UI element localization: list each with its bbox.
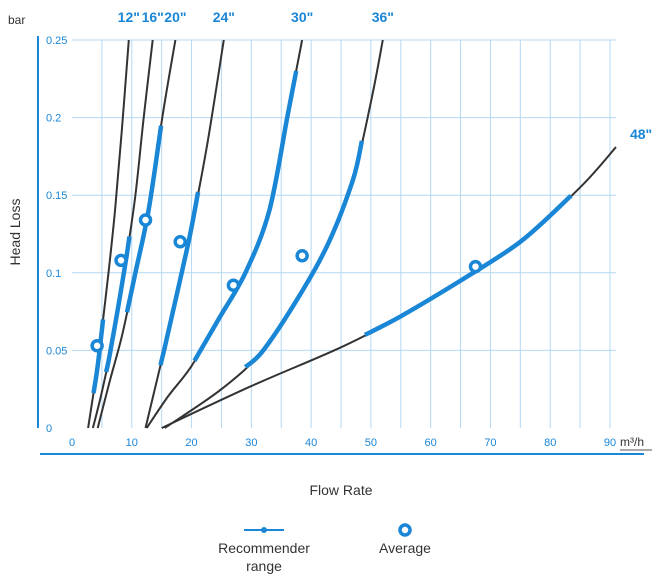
series-label-3: 24" xyxy=(213,9,235,25)
curve-5 xyxy=(164,39,384,429)
recommended-ranges xyxy=(91,70,573,394)
series-label-6: 48" xyxy=(630,126,652,142)
y-tick-label: 0.15 xyxy=(46,190,67,202)
series-label-5: 36" xyxy=(372,9,394,25)
legend-range-dot xyxy=(261,527,267,533)
series-label-4: 30" xyxy=(291,9,313,25)
x-tick-label: 10 xyxy=(126,437,138,449)
recommended-range-4 xyxy=(192,70,299,362)
x-tick-label: 30 xyxy=(245,437,257,449)
curve-3 xyxy=(144,39,225,429)
legend-range-label: Recommender range xyxy=(218,540,310,574)
labels: 12" 16" 20" 24" 30" 36" 48" xyxy=(118,9,652,142)
x-axis-title: Flow Rate xyxy=(309,482,372,498)
legend-range-word: Recommender xyxy=(218,540,310,556)
x-unit-label: m³/h xyxy=(620,435,644,449)
recommended-range-3 xyxy=(158,191,201,366)
curve-2 xyxy=(96,39,177,429)
recommended-range-6 xyxy=(363,193,573,337)
average-marker-2 xyxy=(138,213,153,227)
y-tick-label: 0 xyxy=(46,423,52,435)
legend: Recommender range Average xyxy=(218,523,431,574)
recommended-range-0 xyxy=(91,319,106,394)
average-markers xyxy=(90,213,483,353)
x-tick-label: 70 xyxy=(484,437,496,449)
series-label-0: 12" xyxy=(118,9,140,25)
curves xyxy=(87,39,617,429)
recommended-range-2 xyxy=(124,125,164,313)
average-marker-0 xyxy=(90,338,104,353)
average-marker-3 xyxy=(173,235,187,249)
x-tick-label: 0 xyxy=(69,437,75,449)
x-tick-label: 80 xyxy=(544,437,556,449)
legend-average-label: Average xyxy=(379,540,431,556)
average-marker-1 xyxy=(114,253,128,268)
average-marker-6 xyxy=(468,259,483,274)
y-unit-label: bar xyxy=(8,13,25,27)
y-axis-title: Head Loss xyxy=(7,199,23,266)
x-tick-label: 40 xyxy=(305,437,317,449)
recommended-range-5 xyxy=(243,140,365,369)
axes: 0 0.05 0.1 0.15 0.2 0.25 0 10 20 30 40 50 60 70 80 90 xyxy=(37,35,652,455)
y-tick-label: 0.1 xyxy=(46,268,61,280)
y-tick-label: 0.2 xyxy=(46,113,61,125)
curve-4 xyxy=(145,39,304,429)
y-tick-label: 0.05 xyxy=(46,345,67,357)
grid xyxy=(72,39,616,428)
y-tick-label: 0.25 xyxy=(46,35,67,47)
series-label-2: 20" xyxy=(164,9,186,25)
recommended-range-1 xyxy=(103,236,132,373)
x-tick-label: 50 xyxy=(365,437,377,449)
legend-average-ring xyxy=(398,523,412,537)
average-marker-4 xyxy=(226,278,241,292)
x-tick-label: 20 xyxy=(185,437,197,449)
x-tick-label: 60 xyxy=(425,437,437,449)
series-label-1: 16" xyxy=(142,9,164,25)
legend-range-word: range xyxy=(246,558,282,574)
average-marker-5 xyxy=(295,248,309,263)
x-tick-label: 90 xyxy=(604,437,616,449)
